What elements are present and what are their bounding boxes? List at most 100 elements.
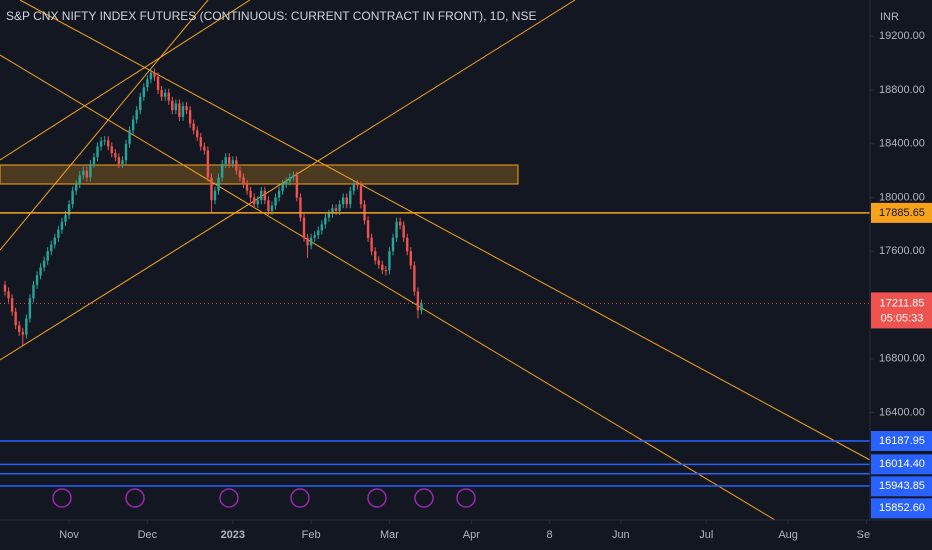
- candle-body: [153, 72, 156, 77]
- candle-body: [64, 214, 67, 222]
- event-icons: [52, 488, 476, 508]
- level-label: 16187.95: [879, 435, 925, 447]
- candle-body: [416, 291, 420, 311]
- level-label-bg: [871, 454, 932, 475]
- candle-body: [331, 208, 334, 214]
- x-tick-label: Nov: [59, 529, 79, 541]
- marks: [0, 68, 870, 487]
- level-label: 16014.40: [879, 458, 925, 470]
- candle-body: [188, 110, 192, 124]
- candle-body: [270, 205, 274, 211]
- candle-body: [96, 146, 99, 158]
- event-icon[interactable]: [290, 488, 310, 508]
- y-tick-label: 16400.00: [879, 406, 925, 418]
- event-icon[interactable]: [367, 488, 387, 508]
- candle-body: [388, 251, 391, 271]
- candle-body: [263, 190, 267, 201]
- candle-body: [391, 237, 395, 252]
- candle-body: [103, 140, 106, 142]
- candle-body: [74, 184, 78, 191]
- x-tick-label: Dec: [138, 529, 158, 541]
- candle-body: [110, 146, 113, 154]
- candle-body: [366, 220, 370, 238]
- candle-body: [306, 237, 309, 246]
- candle-body: [92, 157, 96, 164]
- candle-body: [32, 284, 35, 299]
- chart-title: S&P CNX NIFTY INDEX FUTURES (CONTINUOUS:…: [6, 9, 536, 23]
- candle-body: [345, 197, 348, 205]
- candle-body: [156, 76, 160, 91]
- candle-body: [370, 237, 373, 252]
- y-tick-label: 19200.00: [879, 30, 925, 42]
- y-tick-label: 17600.00: [879, 245, 925, 257]
- candle-body: [60, 221, 64, 230]
- candle-body: [196, 130, 199, 138]
- x-tick-label: Mar: [380, 529, 399, 541]
- candle-body: [349, 190, 352, 205]
- candle-body: [174, 103, 178, 111]
- candle-body: [167, 92, 170, 101]
- y-tick-label: 18000.00: [879, 191, 925, 203]
- x-tick-label: Feb: [302, 529, 321, 541]
- level-label: 15943.85: [879, 480, 925, 492]
- candle-body: [53, 237, 57, 245]
- candle-body: [10, 298, 14, 312]
- candle-body: [235, 160, 238, 171]
- trend-line: [19, 0, 870, 461]
- trend-line: [0, 0, 251, 161]
- event-icon[interactable]: [52, 488, 72, 508]
- candle-body: [7, 291, 10, 299]
- candle-body: [18, 325, 21, 332]
- candle-body: [160, 90, 163, 97]
- last-price-label: 17211.85: [879, 297, 924, 309]
- candle-body: [117, 157, 121, 164]
- candle-body: [320, 224, 324, 231]
- candle-body: [107, 140, 110, 147]
- y-tick-label: 18400.00: [879, 138, 925, 150]
- candle-body: [281, 184, 284, 191]
- level-label: 17885.65: [879, 207, 925, 219]
- candle-body: [274, 197, 277, 206]
- candle-body: [409, 251, 412, 266]
- countdown: 05:05:33: [881, 312, 924, 324]
- candle-body: [285, 181, 288, 185]
- x-tick-label: Apr: [463, 529, 480, 541]
- candle-body: [309, 237, 313, 246]
- candle-body: [384, 270, 388, 272]
- level-label: 15852.60: [879, 502, 925, 514]
- candle-body: [57, 229, 60, 238]
- candle-body: [299, 197, 302, 218]
- candle-body: [420, 303, 423, 311]
- trend-line: [0, 0, 576, 361]
- candle-body: [185, 106, 188, 111]
- candle-body: [217, 177, 220, 191]
- candle-body: [192, 123, 195, 131]
- candle-body: [356, 184, 359, 186]
- candle-body: [78, 175, 81, 185]
- candle-body: [42, 260, 46, 268]
- event-icon[interactable]: [414, 488, 434, 508]
- axes: 16400.0016800.0017200.0017600.0018000.00…: [59, 30, 932, 541]
- candle-body: [82, 170, 85, 176]
- candle-body: [171, 100, 174, 111]
- candle-body: [295, 175, 299, 198]
- candle-body: [377, 260, 380, 265]
- candle-body: [206, 150, 210, 178]
- event-icon[interactable]: [456, 488, 476, 508]
- candle-body: [139, 96, 142, 111]
- event-icon[interactable]: [219, 488, 239, 508]
- event-icon[interactable]: [125, 488, 145, 508]
- x-tick-label: Jun: [612, 529, 630, 541]
- candle-body: [288, 177, 291, 182]
- candle-body: [124, 143, 128, 161]
- x-tick-label: 2023: [221, 529, 245, 541]
- candle-body: [131, 119, 135, 131]
- candle-body: [220, 163, 224, 178]
- candle-body: [181, 106, 185, 117]
- candle-body: [89, 163, 92, 178]
- candle-body: [128, 130, 131, 144]
- candle-body: [352, 184, 356, 191]
- level-label-bg: [871, 430, 932, 451]
